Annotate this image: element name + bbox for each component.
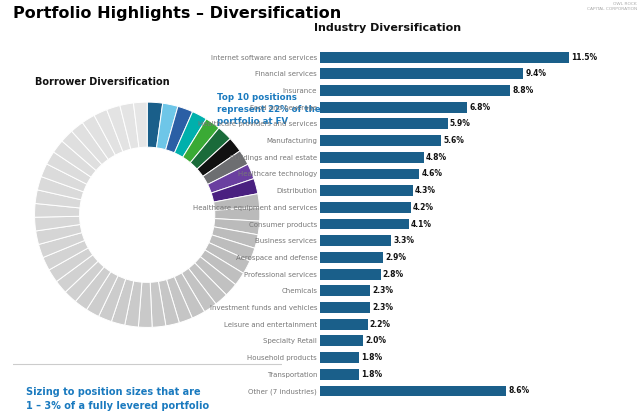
Text: 6.8%: 6.8% (469, 103, 490, 112)
Text: 1.8%: 1.8% (361, 353, 382, 362)
Wedge shape (43, 240, 88, 270)
Bar (320, 185, 413, 196)
Wedge shape (35, 216, 81, 231)
Wedge shape (207, 164, 254, 193)
Wedge shape (175, 112, 206, 157)
Text: 2.0%: 2.0% (365, 337, 387, 345)
Bar (320, 102, 467, 113)
Text: 5.6%: 5.6% (444, 136, 464, 145)
Wedge shape (83, 115, 115, 159)
Bar (320, 235, 392, 246)
Wedge shape (72, 123, 108, 165)
Wedge shape (138, 282, 152, 328)
Text: 2.8%: 2.8% (383, 270, 404, 279)
Text: 1.8%: 1.8% (361, 370, 382, 379)
Text: 2.9%: 2.9% (385, 253, 406, 262)
Wedge shape (54, 141, 96, 177)
Wedge shape (159, 280, 179, 326)
Wedge shape (38, 233, 84, 258)
Wedge shape (174, 273, 205, 318)
Bar (320, 335, 364, 347)
Wedge shape (62, 131, 102, 171)
Bar (320, 285, 370, 296)
Text: Top 10 positions
represent 22% of the
portfolio at FV: Top 10 positions represent 22% of the po… (217, 93, 321, 126)
Bar (320, 152, 424, 163)
Bar (320, 169, 419, 179)
Text: 4.2%: 4.2% (413, 203, 434, 212)
Text: 11.5%: 11.5% (571, 52, 597, 62)
Wedge shape (41, 164, 87, 192)
Text: 8.6%: 8.6% (508, 387, 529, 396)
Text: Portfolio Highlights – Diversification: Portfolio Highlights – Diversification (13, 6, 341, 21)
Text: 3.3%: 3.3% (394, 236, 415, 245)
Text: 2.3%: 2.3% (372, 286, 393, 295)
Text: Sizing to position sizes that are
1 – 3% of a fully levered portfolio: Sizing to position sizes that are 1 – 3%… (26, 387, 209, 411)
Wedge shape (211, 178, 258, 202)
Bar (320, 352, 359, 363)
Bar (320, 369, 359, 380)
Wedge shape (47, 152, 91, 184)
Text: Industry Diversification: Industry Diversification (314, 23, 461, 33)
Wedge shape (111, 279, 134, 325)
Wedge shape (120, 103, 139, 149)
Bar (320, 85, 510, 96)
Text: Borrower Diversification: Borrower Diversification (35, 77, 169, 87)
Wedge shape (214, 207, 260, 221)
Text: 4.1%: 4.1% (411, 220, 432, 228)
Bar (320, 52, 569, 62)
Wedge shape (166, 107, 193, 153)
Wedge shape (49, 248, 93, 282)
Bar (320, 119, 447, 129)
Wedge shape (157, 103, 178, 150)
Bar (320, 386, 506, 396)
Wedge shape (107, 105, 131, 152)
Wedge shape (94, 109, 123, 155)
Text: 5.9%: 5.9% (450, 119, 470, 128)
Text: OWL ROCK
CAPITAL CORPORATION: OWL ROCK CAPITAL CORPORATION (586, 2, 637, 11)
Wedge shape (147, 102, 163, 148)
Bar (320, 302, 370, 313)
Wedge shape (182, 119, 219, 163)
Wedge shape (99, 276, 125, 322)
Text: 9.4%: 9.4% (525, 69, 547, 78)
Wedge shape (86, 272, 118, 316)
Wedge shape (35, 190, 81, 208)
Bar (320, 218, 409, 230)
Wedge shape (65, 261, 104, 301)
Wedge shape (37, 177, 84, 200)
Wedge shape (209, 235, 255, 261)
Wedge shape (182, 268, 216, 312)
Wedge shape (76, 267, 111, 310)
Text: 2.2%: 2.2% (370, 320, 391, 329)
Wedge shape (203, 151, 248, 185)
Bar (320, 252, 383, 263)
Wedge shape (166, 277, 192, 323)
Wedge shape (36, 225, 82, 244)
Wedge shape (200, 250, 243, 285)
Bar (320, 69, 524, 79)
Wedge shape (190, 128, 230, 169)
Bar (320, 135, 441, 146)
Wedge shape (197, 139, 240, 176)
Text: 4.8%: 4.8% (426, 153, 447, 162)
Text: 4.3%: 4.3% (415, 186, 436, 195)
Text: 4.6%: 4.6% (422, 169, 443, 178)
Wedge shape (214, 194, 260, 210)
Bar (320, 269, 381, 280)
Wedge shape (35, 204, 80, 217)
Wedge shape (133, 102, 147, 148)
Wedge shape (188, 263, 227, 304)
Bar (320, 202, 411, 213)
Text: 2.3%: 2.3% (372, 303, 393, 312)
Wedge shape (125, 281, 142, 327)
Bar (320, 319, 367, 330)
Wedge shape (56, 255, 98, 292)
Text: 8.8%: 8.8% (513, 86, 534, 95)
Wedge shape (195, 257, 236, 295)
Wedge shape (150, 281, 166, 327)
Wedge shape (212, 227, 258, 248)
Wedge shape (205, 242, 250, 273)
Wedge shape (214, 218, 260, 235)
